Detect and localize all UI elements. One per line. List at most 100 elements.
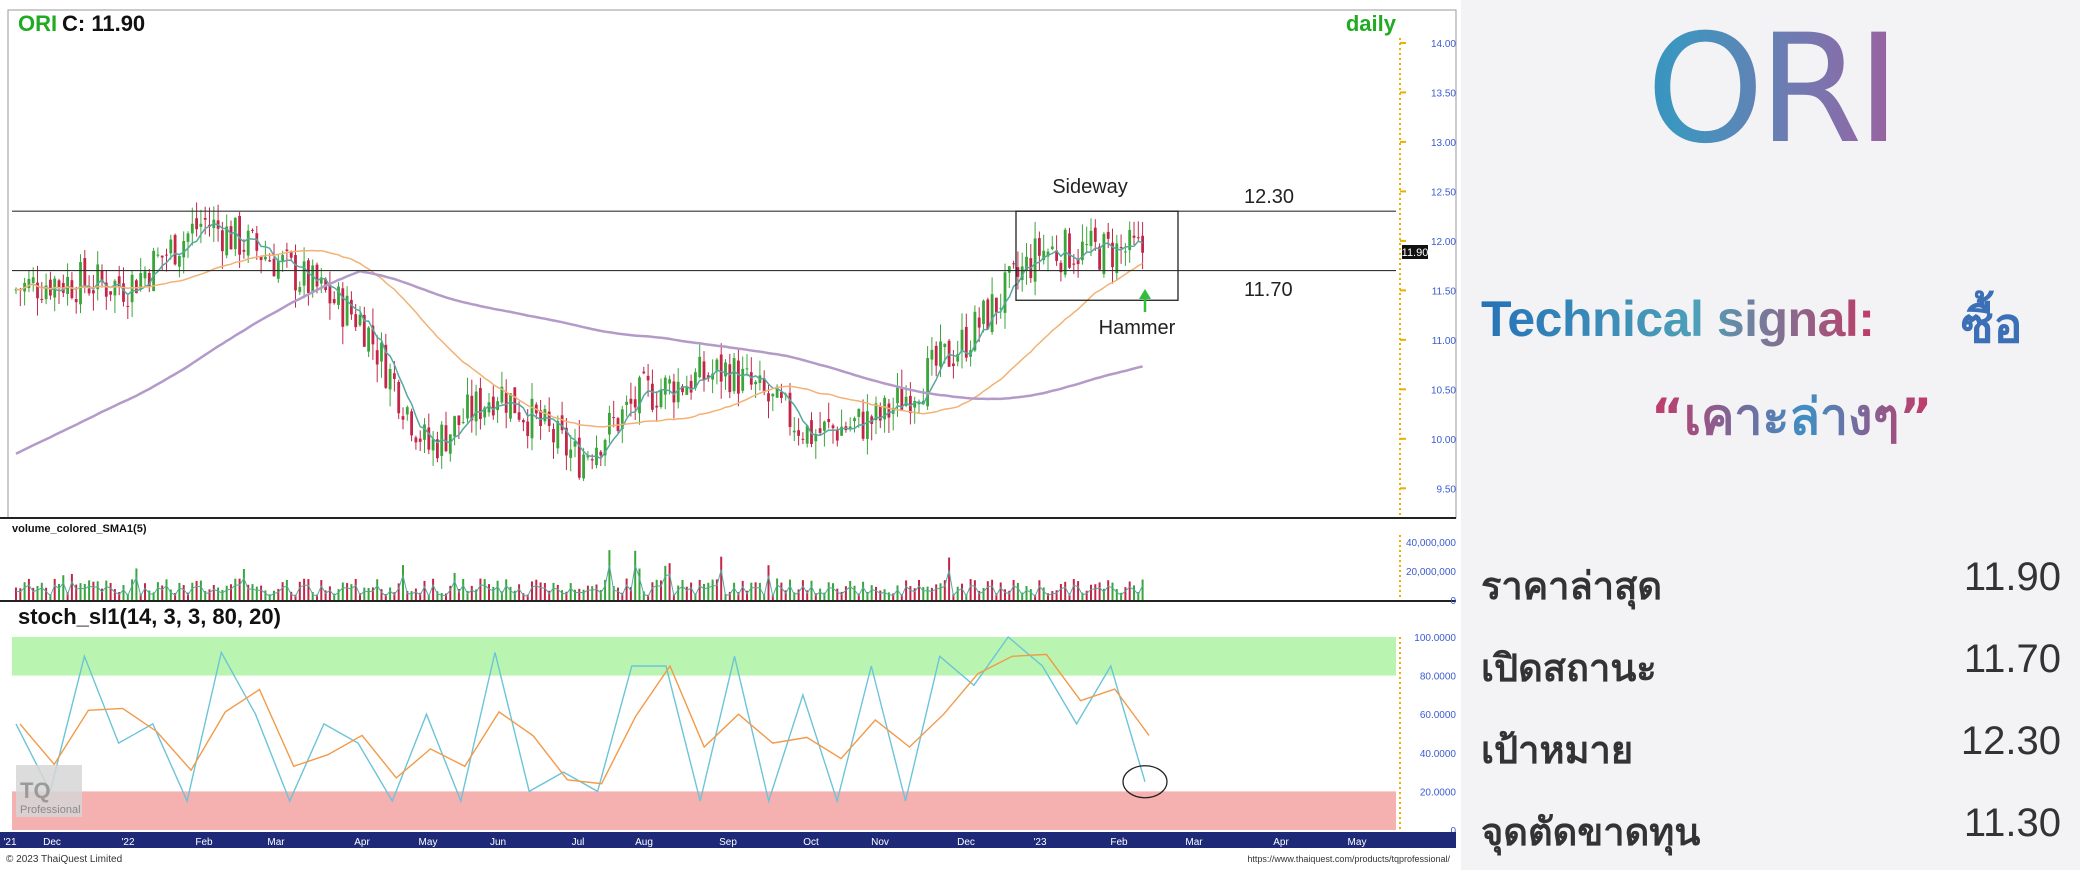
candle-body — [504, 392, 508, 413]
resistance-label: 12.30 — [1244, 186, 1294, 208]
volume-bar — [651, 582, 654, 600]
candle-body — [470, 395, 474, 421]
candle-body — [917, 402, 921, 405]
x-tick-label: Jul — [572, 837, 585, 848]
volume-bar — [703, 583, 705, 600]
y-tick-label: 9.50 — [1437, 484, 1457, 495]
candle-body — [797, 430, 800, 436]
volume-bar — [462, 578, 465, 600]
volume-bar — [1098, 582, 1101, 600]
candle-body — [49, 279, 52, 296]
volume-bar — [333, 593, 336, 600]
candle-body — [986, 299, 990, 329]
candle-body — [870, 416, 874, 424]
volume-bar — [715, 579, 718, 600]
candle-body — [1055, 250, 1058, 261]
volume-bar — [500, 591, 503, 600]
volume-bar — [827, 582, 830, 600]
candle-body — [264, 256, 267, 260]
volume-bar — [548, 590, 551, 600]
volume-bar — [324, 590, 327, 600]
x-tick-label: Apr — [1273, 837, 1289, 848]
candle-body — [268, 260, 272, 262]
volume-bar — [789, 579, 791, 600]
candle-body — [1072, 263, 1076, 265]
candle-body — [745, 368, 749, 370]
candle-body — [792, 430, 796, 433]
volume-bar — [754, 582, 757, 600]
candle-body — [560, 415, 564, 431]
candle-body — [1025, 256, 1028, 272]
volume-sma-line — [15, 564, 1144, 599]
volume-bar — [707, 582, 710, 600]
volume-bar — [930, 587, 933, 600]
volume-bar — [690, 582, 693, 600]
candle-body — [199, 223, 203, 227]
volume-bar — [780, 582, 783, 600]
y-tick-label: 13.50 — [1431, 88, 1456, 99]
stat-label: จุดตัดขาดทุน — [1481, 810, 1701, 854]
candle-body — [823, 421, 826, 431]
volume-bar — [1094, 584, 1097, 600]
stat-row-stop-loss: จุดตัดขาดทุน 11.30 — [1481, 801, 2061, 861]
volume-bar — [1047, 593, 1049, 600]
close-price-label: C: 11.90 — [62, 11, 145, 36]
candle-body — [358, 314, 362, 326]
volume-bar — [397, 583, 400, 600]
candle-body — [887, 403, 891, 418]
technical-signal-value: ซื้อ — [1961, 298, 2023, 354]
volume-bar — [569, 583, 572, 600]
x-axis-strip — [0, 832, 1456, 848]
volume-bar — [952, 593, 955, 600]
ma-mid-line — [15, 249, 1143, 428]
candle-body — [259, 256, 263, 261]
candle-body — [79, 262, 82, 305]
volume-bar — [1029, 589, 1032, 600]
candle-body — [930, 349, 934, 360]
candle-body — [354, 314, 358, 328]
volume-bar — [247, 584, 250, 600]
y-tick-label: 11.00 — [1432, 336, 1457, 347]
volume-bar — [165, 579, 168, 600]
volume-bar — [195, 580, 198, 600]
volume-bar — [453, 572, 456, 600]
candle-body — [328, 285, 332, 304]
candle-body — [926, 358, 929, 407]
volume-bar — [629, 586, 632, 600]
stat-value: 11.70 — [1963, 637, 2061, 681]
volume-bar — [79, 583, 82, 600]
signal-quote: “เคาะล่างๆ” — [1651, 378, 1932, 457]
volume-bar — [617, 587, 619, 600]
volume-bar — [578, 588, 581, 600]
volume-bar — [879, 590, 882, 600]
volume-bar — [819, 588, 822, 600]
volume-bar — [135, 568, 138, 600]
candle-body — [900, 387, 904, 411]
y-tick-label: 13.00 — [1431, 138, 1456, 149]
x-tick-label: Sep — [719, 837, 737, 848]
volume-bar — [479, 578, 482, 600]
candle-body — [479, 388, 482, 419]
volume-bar — [797, 589, 800, 600]
volume-bar — [122, 585, 125, 600]
candle-body — [608, 412, 611, 435]
volume-bar — [96, 581, 99, 600]
volume-bar — [733, 582, 736, 600]
volume-bar — [883, 589, 886, 600]
volume-bar — [217, 587, 220, 600]
volume-bar — [311, 592, 314, 600]
candle-body — [831, 425, 835, 429]
candle-body — [186, 233, 190, 242]
volume-bar — [131, 579, 134, 600]
candle-body — [139, 273, 143, 290]
candle-body — [853, 418, 856, 422]
candle-body — [178, 255, 181, 267]
volume-bar — [492, 586, 495, 600]
volume-bar — [32, 587, 35, 600]
candle-body — [599, 451, 603, 456]
volume-bar — [758, 582, 761, 600]
y-tick-label: 20.0000 — [1420, 787, 1457, 798]
candle-body — [350, 299, 353, 315]
candle-body — [810, 420, 813, 444]
candle-body — [973, 311, 977, 351]
